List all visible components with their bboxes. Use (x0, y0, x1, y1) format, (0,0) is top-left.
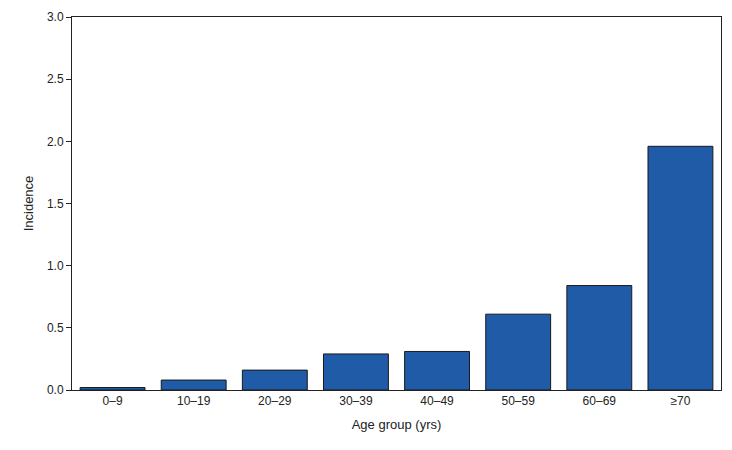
svg-text:3.0: 3.0 (47, 10, 64, 24)
svg-text:Age group (yrs): Age group (yrs) (352, 417, 442, 432)
svg-text:Incidence: Incidence (21, 176, 36, 232)
svg-text:10–19: 10–19 (177, 394, 211, 408)
svg-text:0–9: 0–9 (103, 394, 123, 408)
svg-text:30–39: 30–39 (339, 394, 373, 408)
svg-text:2.0: 2.0 (47, 135, 64, 149)
svg-text:2.5: 2.5 (47, 72, 64, 86)
svg-text:0.5: 0.5 (47, 321, 64, 335)
svg-text:0.0: 0.0 (47, 383, 64, 397)
svg-text:40–49: 40–49 (420, 394, 454, 408)
svg-text:1.0: 1.0 (47, 259, 64, 273)
svg-text:50–59: 50–59 (502, 394, 536, 408)
svg-text:60–69: 60–69 (583, 394, 617, 408)
svg-text:20–29: 20–29 (258, 394, 292, 408)
svg-text:≥70: ≥70 (670, 394, 690, 408)
svg-text:1.5: 1.5 (47, 197, 64, 211)
